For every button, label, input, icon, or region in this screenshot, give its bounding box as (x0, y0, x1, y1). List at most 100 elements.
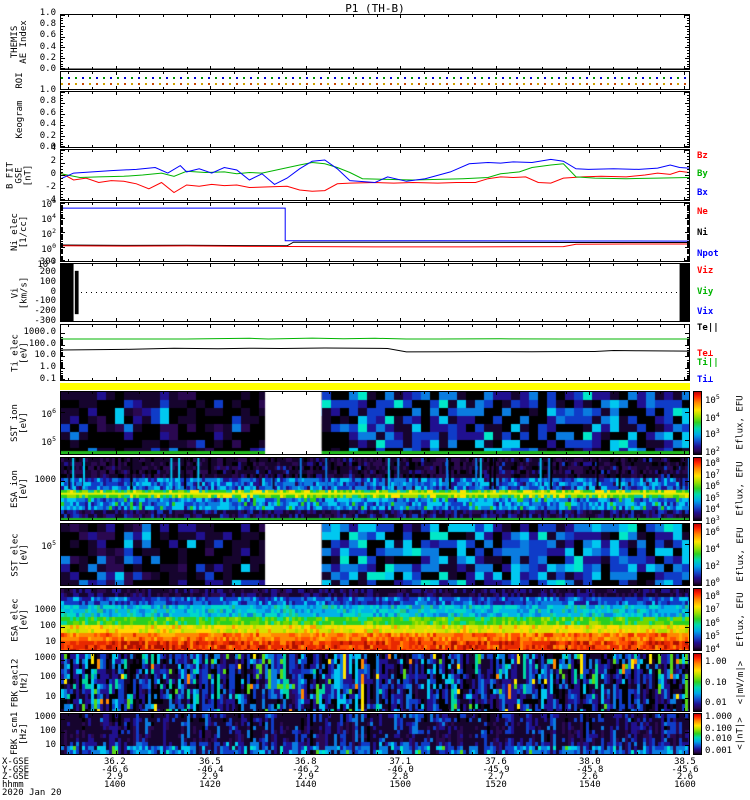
x-minor-tick-mark (447, 752, 449, 754)
x-tick-mark (495, 197, 497, 200)
x-tick-mark (400, 392, 402, 395)
y-minor-tick-mark (61, 190, 63, 192)
y-minor-tick-mark (687, 364, 689, 366)
x-minor-tick-mark (565, 264, 567, 266)
y-minor-tick-mark (687, 343, 689, 345)
sst-ion-colorbar-tick: 103 (705, 427, 720, 441)
legend-Ne: Ne (697, 207, 708, 217)
x-minor-tick-mark (353, 392, 355, 394)
x-minor-tick-mark (423, 518, 425, 520)
sst-elec-colorbar-tick: 106 (705, 525, 720, 539)
axis-value-X-GSE: 38.5 (674, 757, 696, 767)
esa-ion-colorbar-tick: 105 (705, 490, 720, 504)
x-minor-tick-mark (376, 589, 378, 591)
x-minor-tick-mark (163, 524, 165, 526)
x-minor-tick-mark (376, 583, 378, 585)
x-tick-mark (589, 392, 591, 395)
y-minor-tick-mark (61, 122, 63, 124)
x-minor-tick-mark (612, 319, 614, 321)
y-minor-tick-mark (61, 196, 63, 198)
x-minor-tick-mark (518, 709, 520, 711)
x-minor-tick-mark (376, 264, 378, 266)
x-minor-tick-mark (139, 319, 141, 321)
x-minor-tick-mark (423, 198, 425, 200)
x-minor-tick-mark (660, 654, 662, 656)
x-tick-mark (589, 150, 591, 153)
x-minor-tick-mark (471, 15, 473, 17)
x-tick-mark (115, 66, 117, 69)
x-minor-tick-mark (447, 150, 449, 152)
x-minor-tick-mark (139, 72, 141, 74)
x-minor-tick-mark (612, 378, 614, 380)
x-tick-mark (589, 258, 591, 261)
x-tick-mark (210, 264, 212, 267)
x-minor-tick-mark (234, 145, 236, 147)
x-minor-tick-mark (163, 654, 165, 656)
x-minor-tick-mark (542, 325, 544, 327)
x-minor-tick-mark (234, 259, 236, 261)
legend-Ti⊥: Ti⊥ (697, 375, 714, 386)
x-minor-tick-mark (565, 378, 567, 380)
panel-label-sst-elec: SST elec [eV] (10, 532, 29, 577)
x-minor-tick-mark (542, 87, 544, 89)
y-minor-tick-mark (61, 344, 63, 346)
y-tick-mark (61, 626, 65, 628)
temperature-series-plot (61, 337, 689, 353)
y-minor-tick-mark (687, 122, 689, 124)
y-minor-tick-mark (687, 361, 689, 363)
x-minor-tick-mark (258, 72, 260, 74)
x-minor-tick-mark (68, 518, 70, 520)
x-minor-tick-mark (91, 15, 93, 17)
x-tick-mark (115, 258, 117, 261)
panel-temperature (60, 324, 690, 381)
esa-ion-colorbar (693, 457, 702, 521)
legend-Ni: Ni (697, 228, 708, 238)
x-minor-tick-mark (91, 198, 93, 200)
x-minor-tick-mark (329, 378, 331, 380)
y-minor-tick-mark (687, 44, 689, 46)
y-tick-mark (685, 311, 689, 313)
x-minor-tick-mark (636, 67, 638, 69)
x-minor-tick-mark (139, 264, 141, 266)
x-tick-mark (683, 197, 685, 200)
y-minor-tick-mark (687, 28, 689, 30)
keogram-ytick-label: 1.0 (39, 85, 56, 95)
x-tick-mark (115, 708, 117, 711)
x-minor-tick-mark (636, 150, 638, 152)
x-minor-tick-mark (163, 378, 165, 380)
x-minor-tick-mark (518, 150, 520, 152)
axis-value-X-GSE: 38.0 (578, 757, 601, 767)
panel-velocity (60, 263, 690, 322)
y-minor-tick-mark (61, 28, 63, 30)
x-minor-tick-mark (186, 392, 188, 394)
x-tick-mark (305, 451, 307, 454)
axis-value-hhmm: 1440 (294, 780, 317, 790)
x-minor-tick-mark (660, 15, 662, 17)
x-tick-mark (495, 751, 497, 754)
x-minor-tick-mark (68, 752, 70, 754)
y-minor-tick-mark (61, 52, 63, 54)
x-minor-tick-mark (91, 150, 93, 152)
x-minor-tick-mark (542, 458, 544, 460)
x-minor-tick-mark (186, 518, 188, 520)
y-minor-tick-mark (687, 258, 689, 260)
x-tick-mark (210, 714, 212, 717)
x-minor-tick-mark (423, 378, 425, 380)
x-tick-mark (400, 72, 402, 75)
x-minor-tick-mark (612, 92, 614, 94)
y-minor-tick-mark (687, 205, 689, 207)
y-minor-tick-mark (687, 33, 689, 35)
x-tick-mark (495, 517, 497, 520)
x-minor-tick-mark (139, 67, 141, 69)
y-minor-tick-mark (61, 336, 63, 338)
y-minor-tick-mark (61, 105, 63, 107)
y-minor-tick-mark (61, 355, 63, 357)
x-minor-tick-mark (68, 15, 70, 17)
x-minor-tick-mark (636, 203, 638, 205)
axis-value-Y-GSE: -45.6 (671, 765, 699, 775)
x-minor-tick-mark (660, 583, 662, 585)
x-minor-tick-mark (660, 714, 662, 716)
x-minor-tick-mark (329, 203, 331, 205)
y-minor-tick-mark (687, 213, 689, 215)
x-tick-mark (115, 517, 117, 520)
